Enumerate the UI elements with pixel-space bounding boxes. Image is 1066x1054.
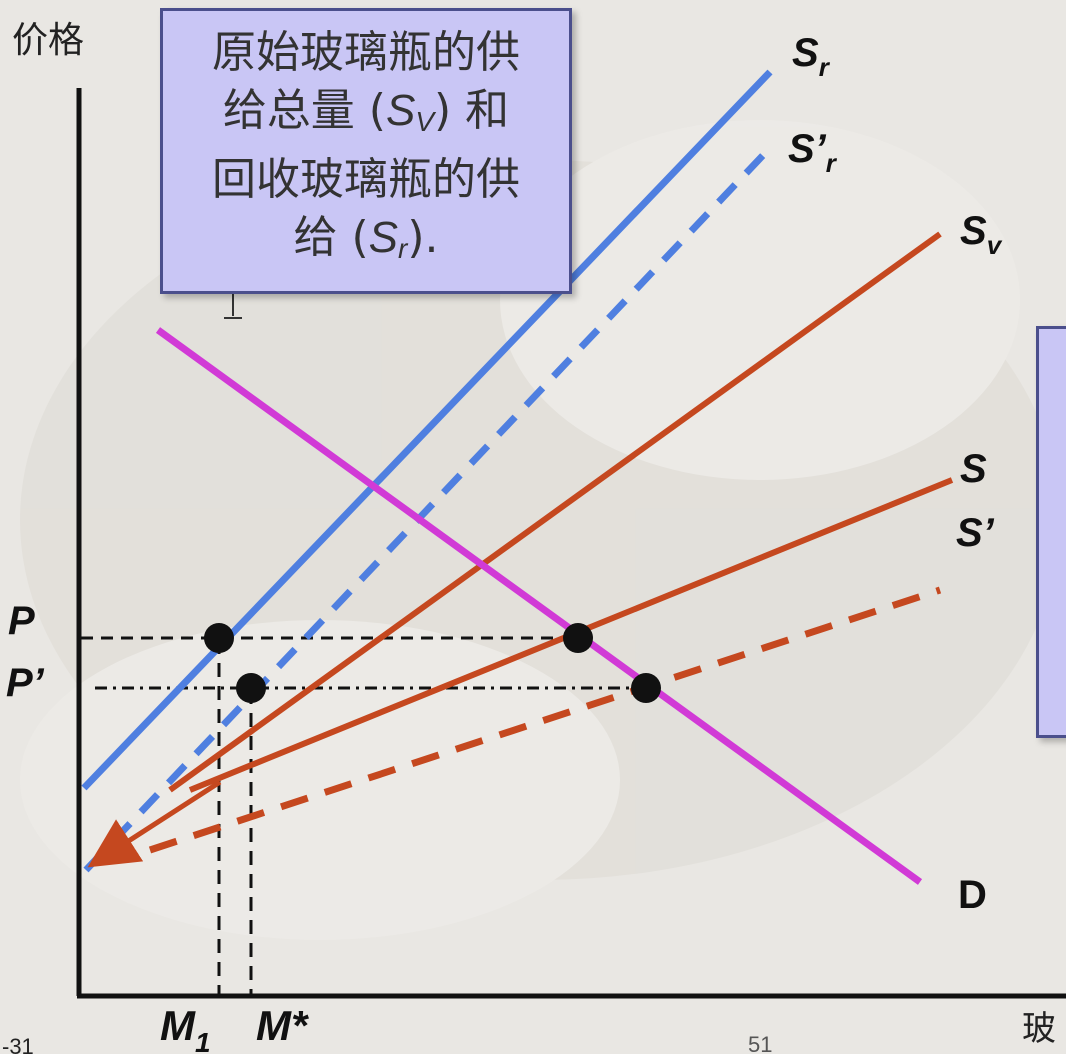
point-equilibrium-p (563, 623, 593, 653)
supply-total-prime-line (148, 586, 942, 854)
label-p: P (8, 599, 35, 643)
supply-virgin-line (168, 231, 942, 793)
x-axis-label: 玻 (1022, 1009, 1056, 1049)
label-m-star: M* (256, 1002, 309, 1049)
intercept-arrow (87, 779, 222, 868)
label-d: D (958, 873, 987, 917)
label-sv: Sv (960, 209, 1003, 260)
demand-line (155, 327, 923, 885)
point-equilibrium-p-prime (631, 673, 661, 703)
supply-recycled-prime-line (83, 147, 771, 873)
callout-line-2: 给总量 (SV) 和 (222, 85, 510, 137)
label-s-prime: S’ (956, 511, 995, 555)
callout-line-4: 给 (Sr). (293, 212, 439, 264)
label-sr: Sr (792, 31, 831, 82)
point-recycled-p (204, 623, 234, 653)
label-m1: M1 (160, 1002, 211, 1054)
callout-line-1: 原始玻璃瓶的供 (212, 27, 520, 78)
page-number: 51 (748, 1032, 772, 1054)
callout-box: 原始玻璃瓶的供 给总量 (SV) 和 回收玻璃瓶的供 给 (Sr). (160, 8, 572, 294)
label-s: S (960, 447, 987, 491)
callout-box-right (1036, 326, 1066, 738)
footer-left: -31 (2, 1034, 34, 1054)
label-p-prime: P’ (6, 661, 45, 705)
supply-recycled-line (81, 69, 773, 791)
point-recycled-p-prime (236, 673, 266, 703)
y-axis-label: 价格 (12, 20, 84, 61)
callout-line-3: 回收玻璃瓶的供 (212, 154, 520, 205)
label-sr-prime: S’r (788, 127, 838, 178)
